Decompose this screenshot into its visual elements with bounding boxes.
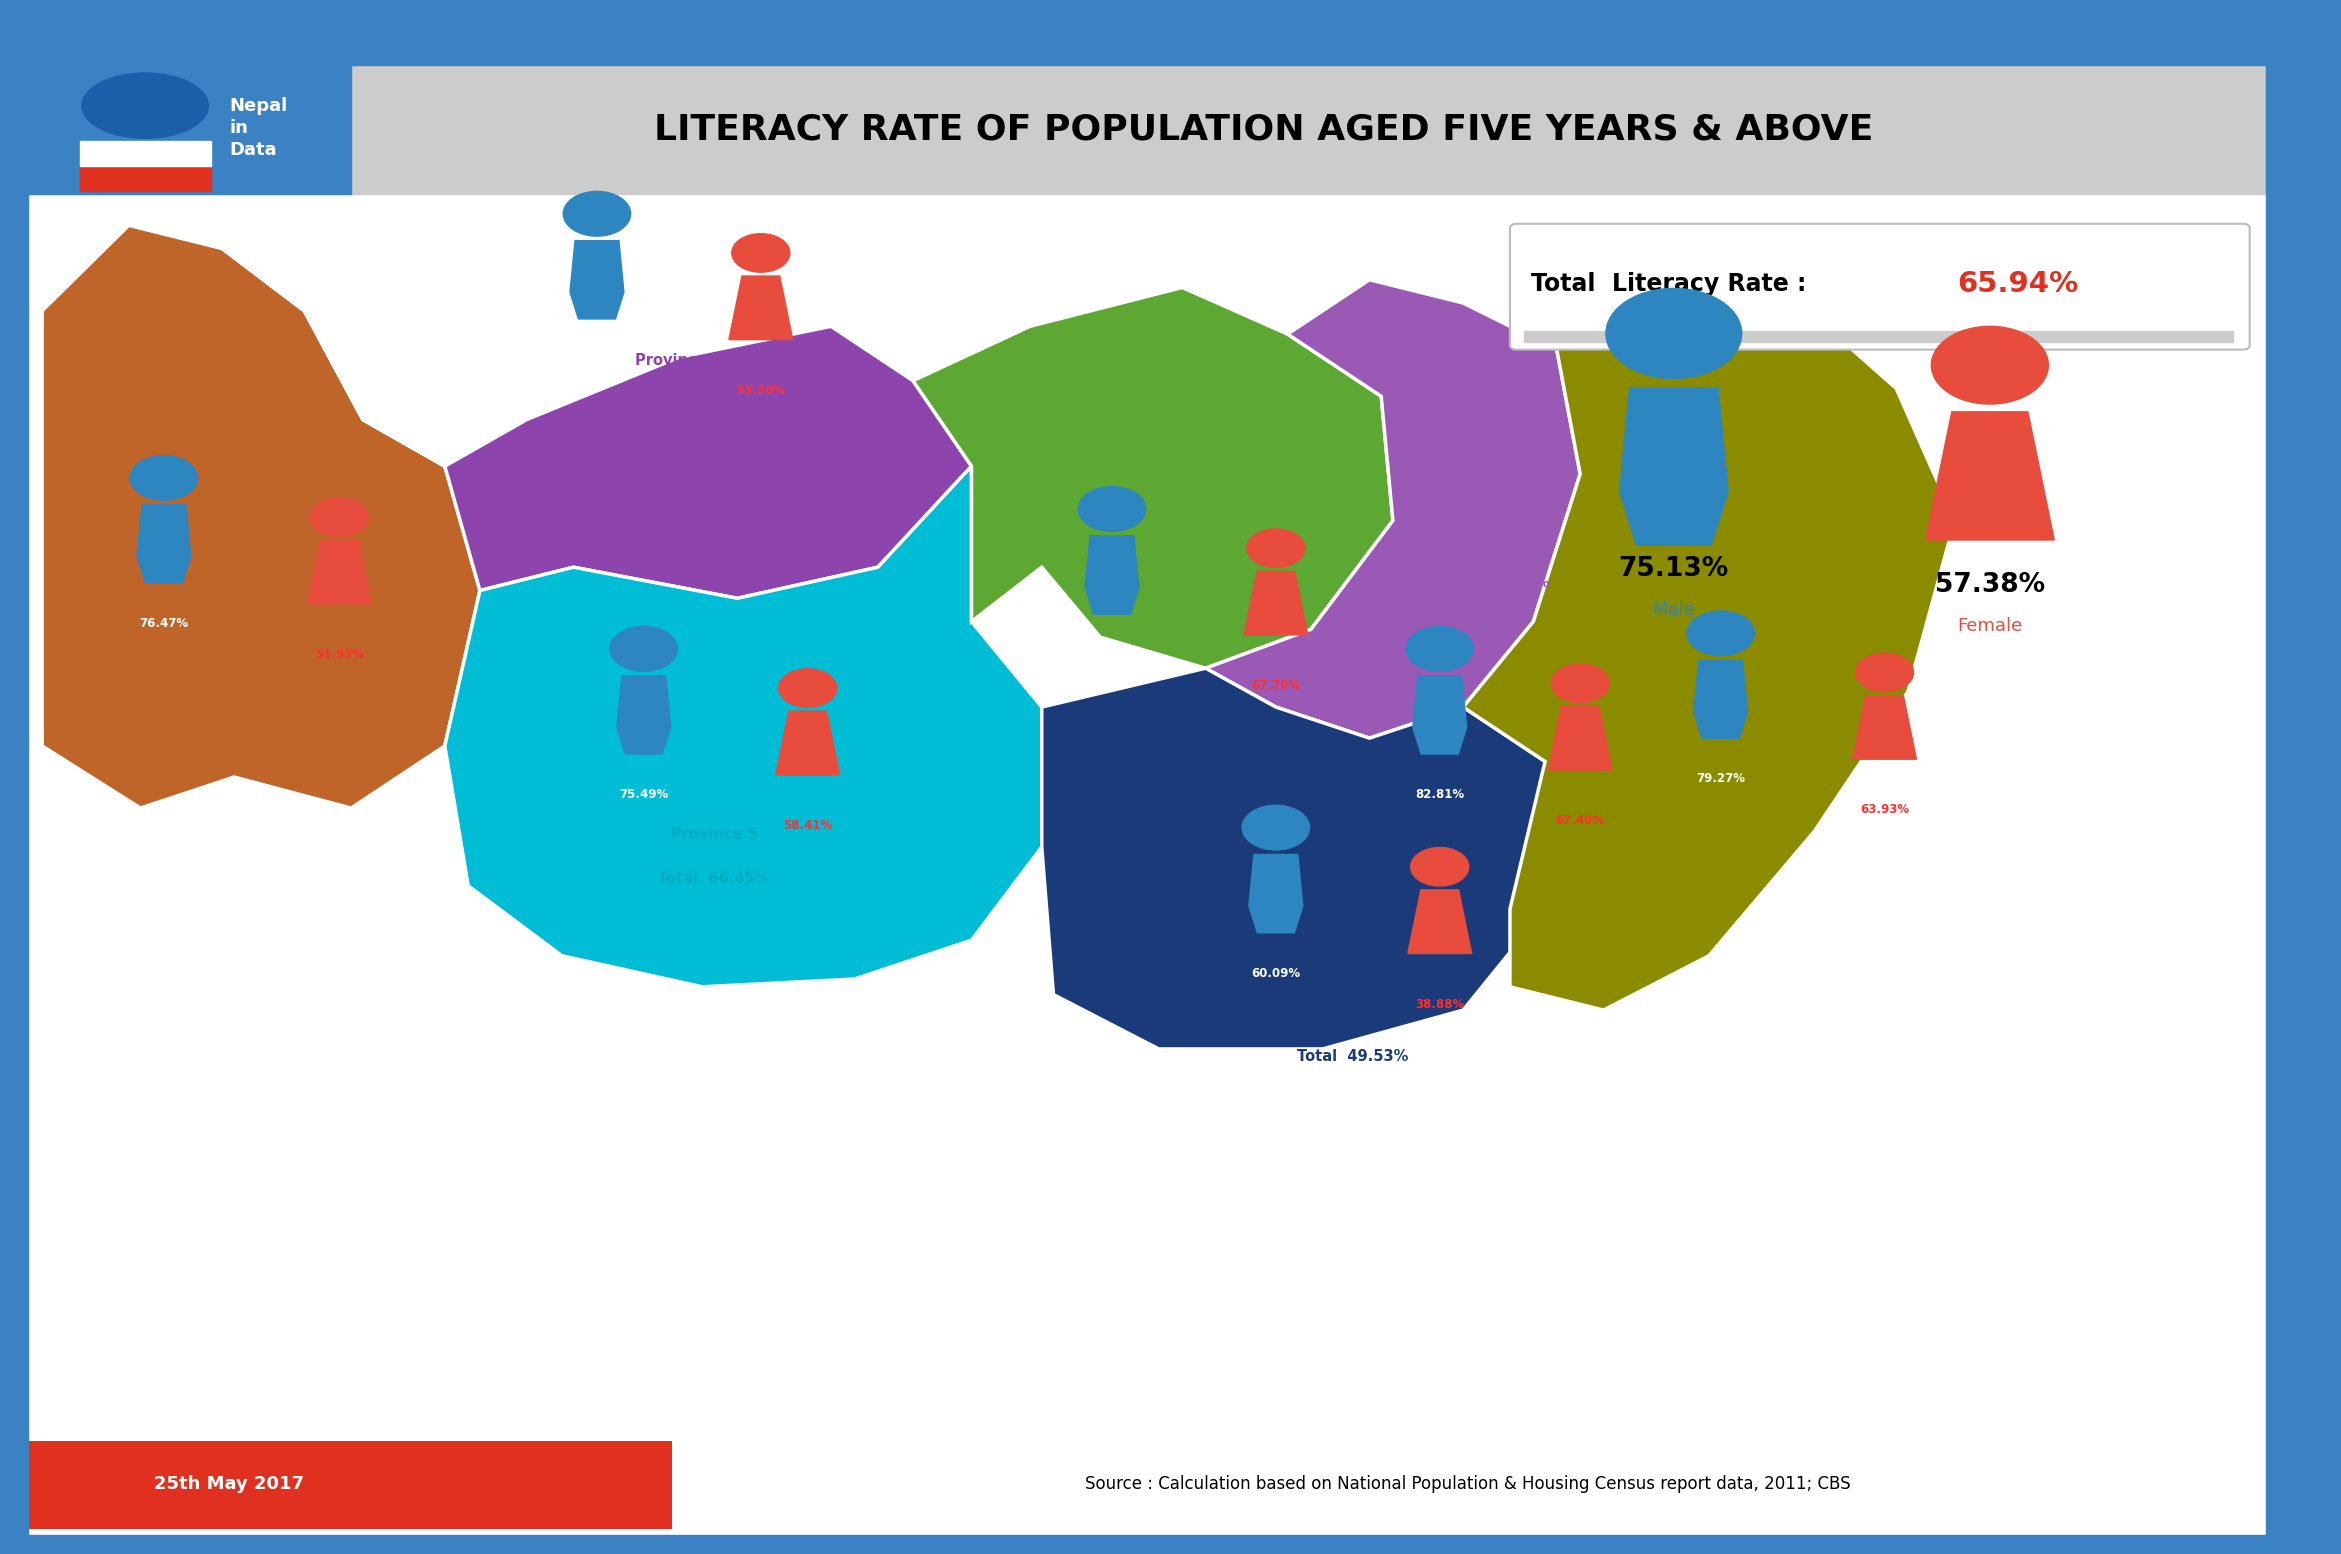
Polygon shape — [307, 541, 372, 605]
Polygon shape — [1042, 668, 1545, 1049]
Text: Province 2: Province 2 — [1309, 1005, 1398, 1021]
Text: 51.93%: 51.93% — [316, 648, 363, 660]
Circle shape — [1243, 805, 1309, 850]
Text: 72.83%: 72.83% — [574, 353, 620, 365]
Circle shape — [1412, 847, 1468, 886]
Polygon shape — [569, 241, 625, 319]
Polygon shape — [616, 676, 672, 754]
Polygon shape — [1243, 572, 1309, 636]
Text: Province 7: Province 7 — [190, 664, 279, 679]
Text: 76.47%: 76.47% — [140, 617, 187, 629]
Text: LITERACY RATE OF POPULATION AGED FIVE YEARS & ABOVE: LITERACY RATE OF POPULATION AGED FIVE YE… — [655, 113, 1873, 146]
Text: Province 5: Province 5 — [670, 827, 758, 842]
Polygon shape — [1084, 536, 1140, 614]
Text: 25th May 2017: 25th May 2017 — [155, 1475, 304, 1493]
Text: Total  Literacy Rate :: Total Literacy Rate : — [1531, 272, 1814, 297]
Text: Total  49.53%: Total 49.53% — [1297, 1049, 1409, 1064]
Text: 57.38%: 57.38% — [1934, 572, 2046, 598]
Text: Male: Male — [1653, 601, 1695, 620]
Text: Total  66.45%: Total 66.45% — [658, 870, 770, 886]
Text: Total  74.85%: Total 74.85% — [1437, 575, 1550, 591]
Bar — [28, 1441, 672, 1529]
Polygon shape — [1547, 707, 1613, 771]
Circle shape — [611, 626, 677, 671]
Text: 38.88%: 38.88% — [1414, 998, 1465, 1010]
Text: Total  74.84%: Total 74.84% — [1126, 435, 1238, 451]
FancyBboxPatch shape — [1510, 224, 2250, 350]
Bar — [2266, 0, 2341, 1554]
Circle shape — [1606, 289, 1742, 379]
Bar — [80, 168, 211, 191]
Polygon shape — [136, 505, 192, 583]
Circle shape — [1407, 626, 1472, 671]
Polygon shape — [1852, 696, 1917, 760]
Polygon shape — [1407, 890, 1472, 954]
Text: 58.41%: 58.41% — [782, 819, 833, 831]
Circle shape — [1248, 528, 1304, 567]
Circle shape — [1856, 653, 1913, 692]
Circle shape — [780, 668, 836, 707]
Bar — [0, 1535, 2341, 1554]
Polygon shape — [1924, 412, 2055, 541]
Ellipse shape — [82, 73, 208, 138]
Polygon shape — [913, 287, 1393, 668]
Circle shape — [131, 455, 197, 500]
Text: Total  63.48%: Total 63.48% — [178, 707, 290, 723]
Bar — [672, 1441, 2266, 1529]
Text: 75.49%: 75.49% — [618, 788, 670, 800]
Text: 83.60%: 83.60% — [1089, 648, 1135, 660]
Text: 63.93%: 63.93% — [1861, 803, 1908, 816]
Bar — [28, 65, 351, 194]
Circle shape — [1079, 486, 1145, 531]
Text: 67.70%: 67.70% — [1252, 679, 1299, 692]
Bar — [0, 0, 2341, 65]
Text: 67.40%: 67.40% — [1557, 814, 1604, 827]
Bar — [0, 0, 28, 1554]
Text: 53.20%: 53.20% — [737, 384, 784, 396]
Text: Province 6: Province 6 — [634, 353, 723, 368]
Text: 79.27%: 79.27% — [1697, 772, 1744, 785]
Polygon shape — [222, 249, 972, 598]
Circle shape — [1552, 664, 1608, 702]
Polygon shape — [1693, 660, 1749, 738]
Text: Province 4: Province 4 — [1138, 392, 1227, 407]
Text: 82.81%: 82.81% — [1416, 788, 1463, 800]
Text: Female: Female — [1957, 617, 2023, 636]
Text: 65.94%: 65.94% — [1957, 270, 2079, 298]
Text: Total  62.74%: Total 62.74% — [623, 396, 735, 412]
Polygon shape — [1463, 272, 1955, 1010]
Circle shape — [1688, 611, 1753, 656]
Text: Province 3: Province 3 — [1449, 531, 1538, 547]
Circle shape — [311, 497, 368, 536]
Circle shape — [733, 233, 789, 272]
Text: Source : Calculation based on National Population & Housing Census report data, : Source : Calculation based on National P… — [1084, 1475, 1852, 1493]
Text: Total  71.21%: Total 71.21% — [1711, 528, 1824, 544]
Bar — [1524, 331, 2233, 342]
Circle shape — [1931, 326, 2048, 404]
Text: Province 1: Province 1 — [1723, 485, 1812, 500]
Polygon shape — [445, 466, 1042, 987]
Circle shape — [564, 191, 630, 236]
Polygon shape — [1412, 676, 1468, 754]
Polygon shape — [728, 277, 794, 340]
Text: Nepal
in
Data: Nepal in Data — [229, 96, 288, 160]
Bar — [80, 141, 211, 166]
Bar — [28, 65, 2266, 194]
Text: 60.09%: 60.09% — [1252, 967, 1299, 979]
Text: 75.13%: 75.13% — [1618, 556, 1730, 583]
Polygon shape — [1206, 280, 1580, 738]
Polygon shape — [1620, 387, 1728, 545]
Polygon shape — [775, 712, 840, 775]
Polygon shape — [42, 225, 480, 808]
Polygon shape — [1248, 855, 1304, 932]
